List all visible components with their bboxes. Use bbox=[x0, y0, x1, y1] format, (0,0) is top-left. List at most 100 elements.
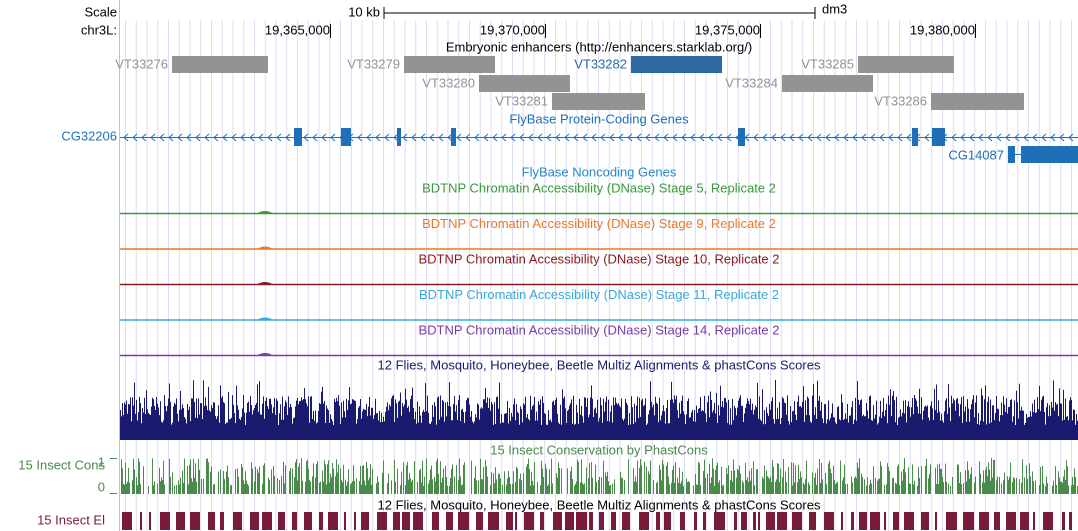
strand-arrow bbox=[627, 133, 633, 142]
conserved-element bbox=[1043, 512, 1053, 530]
conserved-element bbox=[565, 512, 574, 530]
enhancer-label: VT33284 bbox=[725, 75, 778, 90]
strand-arrow bbox=[519, 133, 525, 142]
enhancer-label: VT33280 bbox=[422, 75, 475, 90]
conserved-element bbox=[1006, 512, 1016, 530]
strand-arrow bbox=[762, 133, 768, 142]
strand-arrow bbox=[447, 133, 453, 142]
strand-arrow bbox=[1023, 133, 1029, 142]
strand-arrow bbox=[177, 133, 183, 142]
track-title: 12 Flies, Mosquito, Honeybee, Beetle Mul… bbox=[378, 497, 821, 512]
signal-peak bbox=[257, 211, 273, 214]
conserved-element bbox=[1020, 512, 1029, 530]
strand-arrow bbox=[312, 133, 318, 142]
conserved-element bbox=[540, 512, 544, 530]
strand-arrow bbox=[582, 133, 588, 142]
conserved-element bbox=[994, 512, 1000, 530]
conserved-element bbox=[250, 512, 259, 530]
conserved-element bbox=[149, 512, 151, 530]
conserved-element bbox=[506, 512, 513, 530]
enhancer bbox=[931, 93, 1024, 110]
strand-arrow bbox=[1041, 133, 1047, 142]
track-title: 15 Insect Conservation by PhastCons bbox=[490, 442, 708, 457]
conserved-element bbox=[319, 512, 323, 530]
conserved-element bbox=[777, 512, 787, 530]
enhancer-label: VT33285 bbox=[801, 56, 854, 71]
strand-arrow bbox=[879, 133, 885, 142]
conserved-element bbox=[1033, 512, 1035, 530]
strand-arrow bbox=[726, 133, 732, 142]
enhancer bbox=[552, 93, 645, 110]
conserved-element bbox=[766, 512, 775, 530]
strand-arrow bbox=[987, 133, 993, 142]
strand-arrow bbox=[213, 133, 219, 142]
strand-arrow bbox=[132, 133, 138, 142]
strand-arrow bbox=[618, 133, 624, 142]
axis-label: 0 bbox=[98, 479, 105, 494]
track-title: Embryonic enhancers (http://enhancers.st… bbox=[446, 39, 752, 54]
enhancer bbox=[404, 56, 495, 73]
conserved-element bbox=[220, 512, 224, 530]
conserved-element bbox=[377, 512, 387, 530]
enhancer bbox=[782, 75, 873, 92]
strand-arrow bbox=[204, 133, 210, 142]
strand-arrow bbox=[564, 133, 570, 142]
strand-arrow bbox=[555, 133, 561, 142]
track-title: FlyBase Noncoding Genes bbox=[522, 164, 677, 179]
strand-arrow bbox=[834, 133, 840, 142]
strand-arrow bbox=[996, 133, 1002, 142]
conserved-element bbox=[553, 512, 562, 530]
exon bbox=[341, 128, 351, 146]
conserved-element bbox=[963, 512, 974, 530]
strand-arrow bbox=[150, 133, 156, 142]
strand-arrow bbox=[897, 133, 903, 142]
conserved-element bbox=[458, 512, 469, 530]
strand-arrow bbox=[609, 133, 615, 142]
conserved-element bbox=[432, 512, 439, 530]
track-title: BDTNP Chromatin Accessibility (DNase) St… bbox=[422, 180, 776, 195]
strand-arrow bbox=[663, 133, 669, 142]
strand-arrow bbox=[969, 133, 975, 142]
strand-arrow bbox=[492, 133, 498, 142]
conserved-element bbox=[758, 512, 760, 530]
gene-label: CG14087 bbox=[948, 147, 1004, 162]
strand-arrow bbox=[330, 133, 336, 142]
strand-arrow bbox=[636, 133, 642, 142]
conserved-element bbox=[979, 512, 989, 530]
conserved-element bbox=[734, 512, 737, 530]
strand-arrow bbox=[465, 133, 471, 142]
strand-arrow bbox=[798, 133, 804, 142]
conserved-element bbox=[1069, 512, 1072, 530]
strand-arrow bbox=[510, 133, 516, 142]
strand-arrow bbox=[384, 133, 390, 142]
strand-arrow bbox=[1014, 133, 1020, 142]
strand-arrow bbox=[249, 133, 255, 142]
strand-arrow bbox=[600, 133, 606, 142]
strand-arrow bbox=[978, 133, 984, 142]
conserved-element bbox=[292, 512, 297, 530]
conserved-element bbox=[361, 512, 369, 530]
strand-arrow bbox=[717, 133, 723, 142]
conserved-element bbox=[328, 512, 338, 530]
conserved-element bbox=[841, 512, 843, 530]
scale-label: Scale bbox=[84, 4, 117, 19]
strand-arrow bbox=[546, 133, 552, 142]
conserved-element bbox=[611, 512, 616, 530]
strand-arrow bbox=[501, 133, 507, 142]
conserved-element bbox=[476, 512, 483, 530]
conserved-element bbox=[208, 512, 215, 530]
conserved-element bbox=[824, 512, 834, 530]
strand-arrow bbox=[1059, 133, 1065, 142]
scale-bar-label: 10 kb bbox=[348, 4, 380, 19]
signal-peak bbox=[257, 246, 273, 250]
strand-arrow bbox=[411, 133, 417, 142]
exon bbox=[738, 128, 745, 146]
strand-arrow bbox=[654, 133, 660, 142]
conserved-element bbox=[122, 512, 132, 530]
strand-arrow bbox=[141, 133, 147, 142]
strand-arrow bbox=[843, 133, 849, 142]
conserved-element bbox=[262, 512, 272, 530]
axis-label: 1 bbox=[98, 454, 105, 469]
strand-arrow bbox=[456, 133, 462, 142]
strand-arrow bbox=[708, 133, 714, 142]
